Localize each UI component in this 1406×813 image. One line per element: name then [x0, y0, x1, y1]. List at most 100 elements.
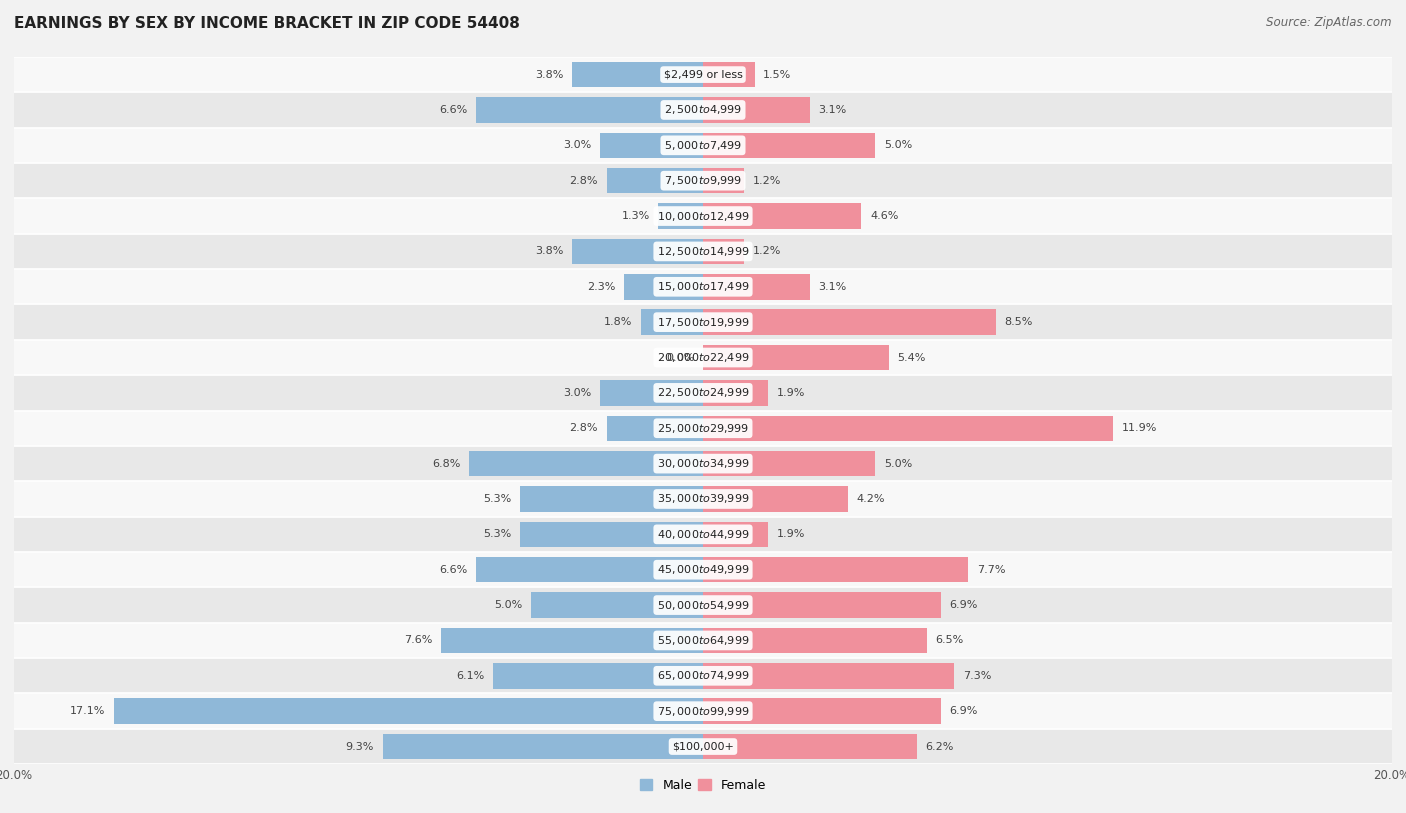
Bar [14, 659, 1392, 693]
Text: 3.8%: 3.8% [536, 70, 564, 80]
Text: 1.9%: 1.9% [778, 388, 806, 398]
Text: 1.9%: 1.9% [778, 529, 806, 539]
Bar [624, 274, 703, 299]
Text: $25,000 to $29,999: $25,000 to $29,999 [657, 422, 749, 435]
Text: $20,000 to $22,499: $20,000 to $22,499 [657, 351, 749, 364]
Bar [703, 168, 744, 193]
Bar [599, 133, 703, 158]
Text: $65,000 to $74,999: $65,000 to $74,999 [657, 669, 749, 682]
Text: 6.2%: 6.2% [925, 741, 953, 751]
Text: $55,000 to $64,999: $55,000 to $64,999 [657, 634, 749, 647]
Text: 3.1%: 3.1% [818, 105, 846, 115]
Bar [703, 593, 941, 618]
Bar [14, 587, 1392, 623]
Bar [14, 57, 1392, 92]
Bar [14, 375, 1392, 411]
Bar [572, 239, 703, 264]
Text: 6.8%: 6.8% [432, 459, 460, 468]
Text: $17,500 to $19,999: $17,500 to $19,999 [657, 315, 749, 328]
Text: 1.8%: 1.8% [605, 317, 633, 327]
Text: 6.1%: 6.1% [456, 671, 484, 680]
Bar [494, 663, 703, 689]
Text: 5.4%: 5.4% [897, 353, 927, 363]
Bar [14, 92, 1392, 128]
Text: $2,499 or less: $2,499 or less [664, 70, 742, 80]
Bar [475, 98, 703, 123]
Text: $50,000 to $54,999: $50,000 to $54,999 [657, 598, 749, 611]
Text: 0.0%: 0.0% [666, 353, 695, 363]
Bar [703, 628, 927, 653]
Text: $35,000 to $39,999: $35,000 to $39,999 [657, 493, 749, 506]
Text: 8.5%: 8.5% [1004, 317, 1033, 327]
Bar [703, 380, 769, 406]
Bar [572, 62, 703, 87]
Bar [114, 698, 703, 724]
Text: 7.3%: 7.3% [963, 671, 991, 680]
Text: 3.1%: 3.1% [818, 282, 846, 292]
Bar [703, 451, 875, 476]
Bar [14, 481, 1392, 517]
Text: 4.2%: 4.2% [856, 494, 884, 504]
Text: 5.0%: 5.0% [494, 600, 522, 610]
Bar [14, 233, 1392, 269]
Bar [703, 203, 862, 228]
Text: 7.6%: 7.6% [404, 636, 433, 646]
Text: 3.0%: 3.0% [562, 141, 591, 150]
Bar [658, 203, 703, 228]
Text: 5.0%: 5.0% [884, 459, 912, 468]
Bar [606, 415, 703, 441]
Text: 9.3%: 9.3% [346, 741, 374, 751]
Text: 1.5%: 1.5% [763, 70, 792, 80]
Bar [14, 269, 1392, 304]
Bar [703, 62, 755, 87]
Legend: Male, Female: Male, Female [636, 774, 770, 797]
Bar [382, 734, 703, 759]
Bar [14, 623, 1392, 658]
Text: $22,500 to $24,999: $22,500 to $24,999 [657, 386, 749, 399]
Bar [14, 552, 1392, 587]
Bar [641, 310, 703, 335]
Bar [468, 451, 703, 476]
Bar [475, 557, 703, 582]
Bar [703, 486, 848, 511]
Text: 3.8%: 3.8% [536, 246, 564, 256]
Text: 1.2%: 1.2% [754, 246, 782, 256]
Bar [14, 163, 1392, 198]
Text: 11.9%: 11.9% [1122, 424, 1157, 433]
Text: $7,500 to $9,999: $7,500 to $9,999 [664, 174, 742, 187]
Text: $2,500 to $4,999: $2,500 to $4,999 [664, 103, 742, 116]
Text: 5.3%: 5.3% [484, 494, 512, 504]
Bar [599, 380, 703, 406]
Text: $12,500 to $14,999: $12,500 to $14,999 [657, 245, 749, 258]
Bar [703, 522, 769, 547]
Bar [703, 557, 969, 582]
Text: 2.8%: 2.8% [569, 424, 598, 433]
Bar [703, 734, 917, 759]
Bar [703, 698, 941, 724]
Text: 6.6%: 6.6% [439, 565, 467, 575]
Text: $40,000 to $44,999: $40,000 to $44,999 [657, 528, 749, 541]
Bar [14, 693, 1392, 729]
Bar [703, 310, 995, 335]
Text: 2.3%: 2.3% [586, 282, 616, 292]
Bar [703, 133, 875, 158]
Text: $15,000 to $17,499: $15,000 to $17,499 [657, 280, 749, 293]
Text: 4.6%: 4.6% [870, 211, 898, 221]
Bar [14, 128, 1392, 163]
Bar [441, 628, 703, 653]
Bar [14, 198, 1392, 233]
Bar [14, 304, 1392, 340]
Bar [703, 274, 810, 299]
Bar [703, 345, 889, 370]
Text: 5.0%: 5.0% [884, 141, 912, 150]
Text: $75,000 to $99,999: $75,000 to $99,999 [657, 705, 749, 718]
Text: 6.6%: 6.6% [439, 105, 467, 115]
Bar [703, 98, 810, 123]
Text: 1.3%: 1.3% [621, 211, 650, 221]
Text: Source: ZipAtlas.com: Source: ZipAtlas.com [1267, 16, 1392, 29]
Text: $100,000+: $100,000+ [672, 741, 734, 751]
Text: 2.8%: 2.8% [569, 176, 598, 185]
Bar [703, 415, 1114, 441]
Text: 6.9%: 6.9% [949, 706, 977, 716]
Text: 6.5%: 6.5% [935, 636, 963, 646]
